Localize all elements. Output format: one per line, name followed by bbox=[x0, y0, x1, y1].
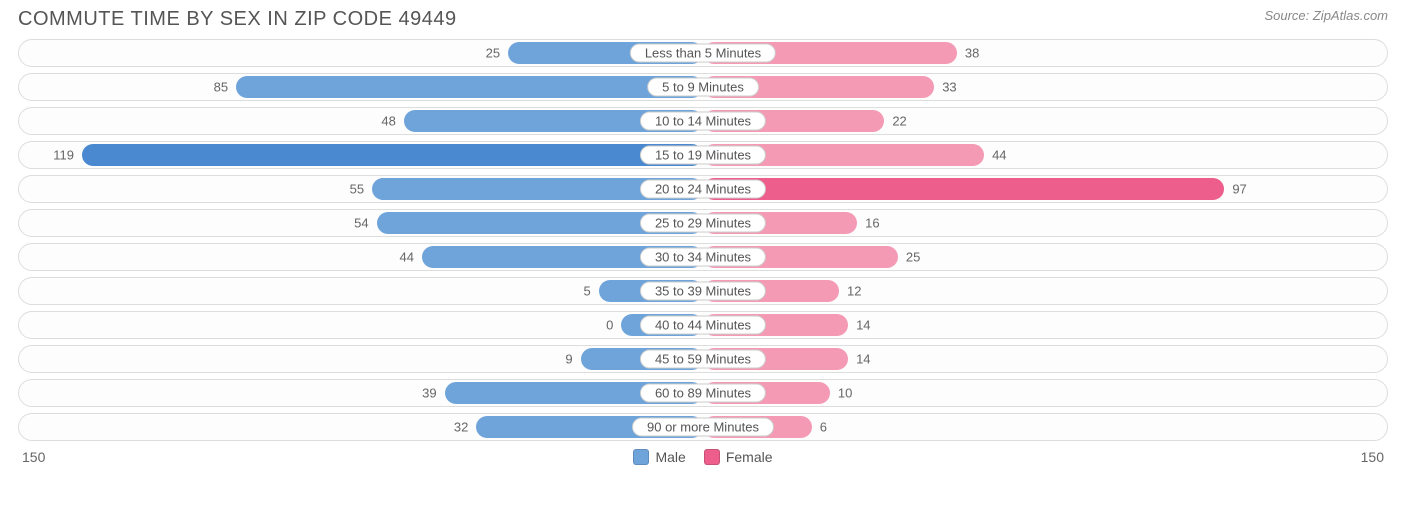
male-value: 25 bbox=[486, 46, 500, 61]
female-value: 14 bbox=[856, 352, 870, 367]
bar-row: Less than 5 Minutes 25 38 bbox=[18, 39, 1388, 67]
female-value: 6 bbox=[820, 420, 827, 435]
chart-area: Less than 5 Minutes 25 38 5 to 9 Minutes 85 3… bbox=[0, 35, 1406, 441]
bar-row: 15 to 19 Minutes 119 44 bbox=[18, 141, 1388, 169]
bar-row: 90 or more Minutes 32 6 bbox=[18, 413, 1388, 441]
category-label: 25 to 29 Minutes bbox=[640, 214, 766, 233]
bar-row: 25 to 29 Minutes 54 16 bbox=[18, 209, 1388, 237]
male-value: 32 bbox=[454, 420, 468, 435]
female-value: 44 bbox=[992, 148, 1006, 163]
category-label: Less than 5 Minutes bbox=[630, 44, 776, 63]
bar-row: 5 to 9 Minutes 85 33 bbox=[18, 73, 1388, 101]
male-value: 119 bbox=[53, 148, 74, 163]
category-label: 35 to 39 Minutes bbox=[640, 282, 766, 301]
legend-label: Male bbox=[655, 449, 685, 465]
legend-item: Female bbox=[704, 449, 773, 465]
category-label: 10 to 14 Minutes bbox=[640, 112, 766, 131]
male-value: 44 bbox=[399, 250, 413, 265]
legend: Male Female bbox=[633, 449, 772, 465]
category-label: 30 to 34 Minutes bbox=[640, 248, 766, 267]
legend-swatch bbox=[633, 449, 649, 465]
legend-swatch bbox=[704, 449, 720, 465]
female-value: 12 bbox=[847, 284, 861, 299]
bar-row: 10 to 14 Minutes 48 22 bbox=[18, 107, 1388, 135]
male-value: 48 bbox=[381, 114, 395, 129]
chart-title: COMMUTE TIME BY SEX IN ZIP CODE 49449 bbox=[18, 8, 457, 31]
female-bar bbox=[703, 178, 1224, 200]
female-value: 33 bbox=[942, 80, 956, 95]
category-label: 45 to 59 Minutes bbox=[640, 350, 766, 369]
chart-source: Source: ZipAtlas.com bbox=[1264, 8, 1388, 23]
axis-max-right: 150 bbox=[1361, 449, 1384, 465]
legend-label: Female bbox=[726, 449, 773, 465]
female-value: 97 bbox=[1232, 182, 1246, 197]
bar-row: 20 to 24 Minutes 55 97 bbox=[18, 175, 1388, 203]
female-value: 22 bbox=[892, 114, 906, 129]
male-value: 0 bbox=[606, 318, 613, 333]
male-value: 85 bbox=[214, 80, 228, 95]
female-value: 16 bbox=[865, 216, 879, 231]
bar-row: 40 to 44 Minutes 0 14 bbox=[18, 311, 1388, 339]
axis-max-left: 150 bbox=[22, 449, 45, 465]
male-bar bbox=[236, 76, 703, 98]
legend-item: Male bbox=[633, 449, 685, 465]
female-value: 10 bbox=[838, 386, 852, 401]
category-label: 90 or more Minutes bbox=[632, 418, 774, 437]
female-value: 38 bbox=[965, 46, 979, 61]
male-value: 39 bbox=[422, 386, 436, 401]
female-value: 14 bbox=[856, 318, 870, 333]
category-label: 60 to 89 Minutes bbox=[640, 384, 766, 403]
male-value: 55 bbox=[350, 182, 364, 197]
bar-row: 60 to 89 Minutes 39 10 bbox=[18, 379, 1388, 407]
bar-row: 45 to 59 Minutes 9 14 bbox=[18, 345, 1388, 373]
category-label: 5 to 9 Minutes bbox=[647, 78, 759, 97]
male-value: 9 bbox=[565, 352, 572, 367]
chart-footer: 150 Male Female 150 bbox=[0, 447, 1406, 465]
category-label: 15 to 19 Minutes bbox=[640, 146, 766, 165]
male-value: 54 bbox=[354, 216, 368, 231]
female-value: 25 bbox=[906, 250, 920, 265]
category-label: 40 to 44 Minutes bbox=[640, 316, 766, 335]
chart-header: COMMUTE TIME BY SEX IN ZIP CODE 49449 So… bbox=[0, 0, 1406, 35]
bar-row: 30 to 34 Minutes 44 25 bbox=[18, 243, 1388, 271]
bar-row: 35 to 39 Minutes 5 12 bbox=[18, 277, 1388, 305]
male-value: 5 bbox=[584, 284, 591, 299]
male-bar bbox=[82, 144, 703, 166]
category-label: 20 to 24 Minutes bbox=[640, 180, 766, 199]
